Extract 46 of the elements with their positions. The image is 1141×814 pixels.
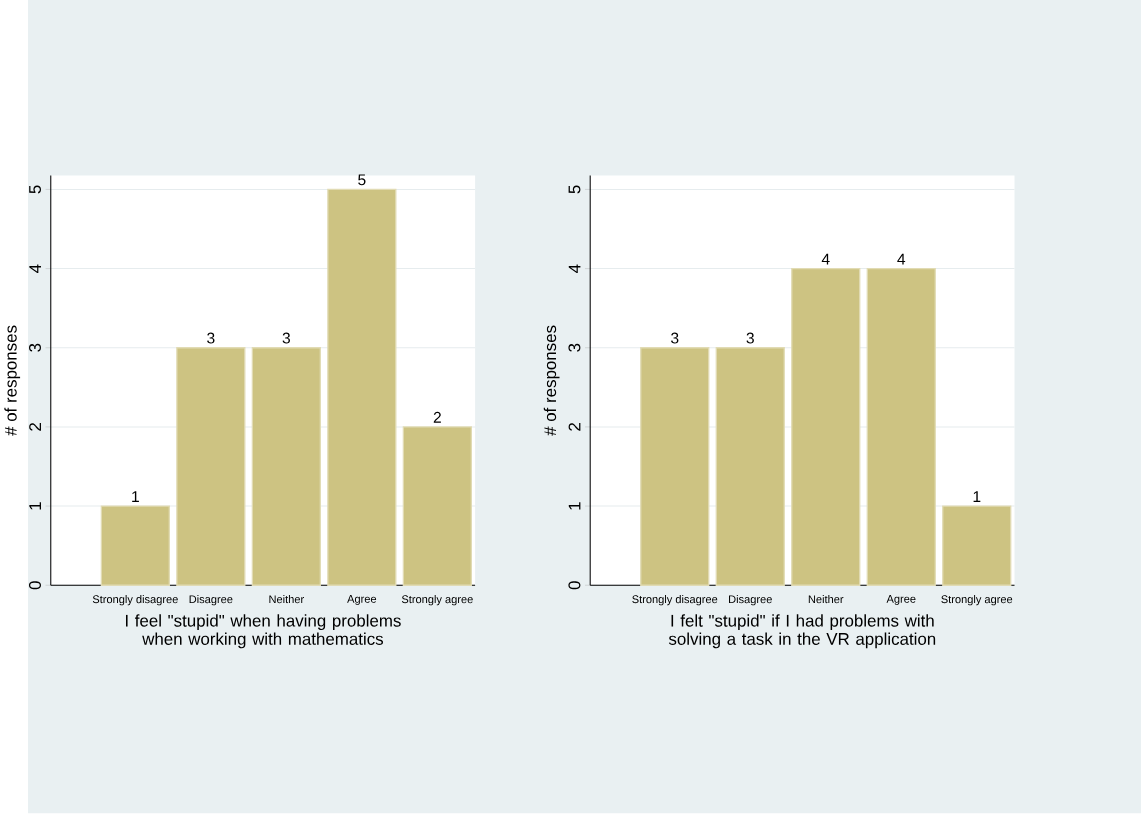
x-tick-label: Neither: [269, 595, 304, 604]
x-tick-label: Agree: [347, 595, 377, 606]
bar: [715, 347, 785, 587]
data-label: 3: [671, 332, 679, 344]
bar: [100, 505, 170, 587]
x-tick-label: Strongly agree: [401, 595, 473, 606]
x-tick-label: Strongly disagree: [92, 595, 178, 606]
y-axis-title: # of responses: [4, 325, 21, 437]
y-tick-label: 3: [29, 344, 41, 353]
data-label: 1: [973, 491, 981, 503]
x-axis-title: I feel "stupid" when having problems when working with mathematics: [125, 614, 401, 649]
y-tick-label: 2: [568, 423, 581, 432]
x-tick-label: Agree: [886, 595, 916, 606]
x-tick-label: Strongly disagree: [632, 595, 718, 606]
data-label: 5: [358, 174, 366, 186]
y-axis-title: # of responses: [543, 325, 560, 437]
bar: [866, 268, 936, 587]
bar: [942, 505, 1012, 587]
data-label: 4: [897, 253, 906, 265]
x-tick-label: Strongly agree: [941, 595, 1013, 606]
y-tick-label: 1: [29, 502, 41, 510]
data-label: 3: [207, 332, 215, 344]
data-label: 2: [433, 412, 441, 424]
y-tick-label: 0: [568, 581, 581, 590]
y-tick-label: 5: [29, 185, 41, 194]
y-tick-label: 0: [29, 581, 41, 590]
x-tick-label: Disagree: [189, 595, 233, 606]
bar: [176, 347, 246, 587]
y-tick-label: 4: [568, 264, 581, 274]
bar: [791, 268, 861, 587]
x-axis-title: I felt "stupid" if I had problems with solving a task in the VR application: [668, 614, 936, 649]
x-tick-label: Disagree: [729, 595, 772, 606]
y-tick-label: 4: [29, 264, 41, 274]
x-tick-label: Neither: [808, 595, 844, 604]
data-label: 3: [282, 332, 290, 344]
bar: [640, 347, 710, 587]
bar: [327, 189, 397, 587]
y-tick-label: 2: [29, 423, 41, 432]
y-tick-label: 3: [568, 344, 581, 353]
data-label: 1: [132, 491, 139, 503]
bar: [402, 426, 472, 587]
bar: [251, 347, 321, 587]
data-label: 4: [821, 253, 830, 265]
y-tick-label: 5: [568, 185, 581, 194]
data-label: 3: [746, 332, 754, 344]
y-tick-label: 1: [568, 502, 581, 510]
